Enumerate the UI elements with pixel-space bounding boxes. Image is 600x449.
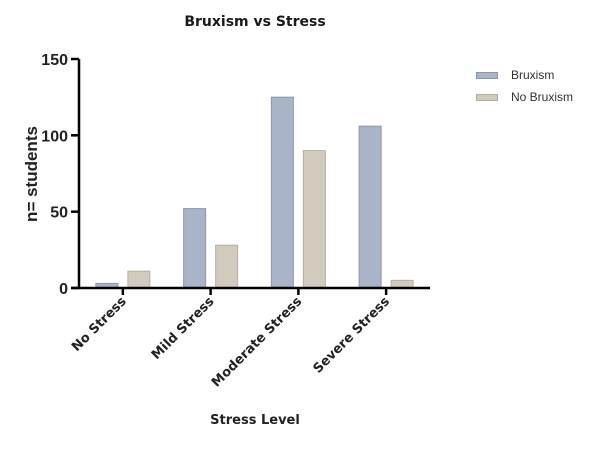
y-tick-label: 150 (41, 52, 68, 69)
bar-no-bruxism-mild-stress (215, 244, 239, 289)
x-tick-label: Mild Stress (149, 294, 218, 363)
x-axis-label: Stress Level (210, 413, 300, 428)
legend-swatch-bruxism (476, 71, 498, 79)
legend-label-bruxism: Bruxism (511, 68, 555, 82)
legend-item-no-bruxism: No Bruxism (476, 86, 573, 108)
x-tick-label: Severe Stress (311, 294, 394, 377)
y-tick-label: 0 (59, 281, 68, 298)
legend-swatch-no-bruxism (476, 93, 498, 101)
bar-bruxism-moderate-stress (270, 96, 294, 289)
x-tick-label: Moderate Stress (209, 294, 305, 390)
y-tick-label: 50 (50, 205, 68, 222)
bar-no-bruxism-moderate-stress (302, 150, 326, 289)
bar-no-bruxism-no-stress (127, 270, 151, 289)
x-tick-label: No Stress (69, 294, 130, 355)
legend: Bruxism No Bruxism (476, 64, 573, 108)
y-tick-label: 100 (41, 128, 68, 145)
chart-title: Bruxism vs Stress (184, 14, 326, 30)
bar-bruxism-mild-stress (183, 208, 207, 289)
legend-label-no-bruxism: No Bruxism (511, 90, 574, 104)
legend-item-bruxism: Bruxism (476, 64, 573, 86)
bar-bruxism-severe-stress (358, 125, 382, 289)
